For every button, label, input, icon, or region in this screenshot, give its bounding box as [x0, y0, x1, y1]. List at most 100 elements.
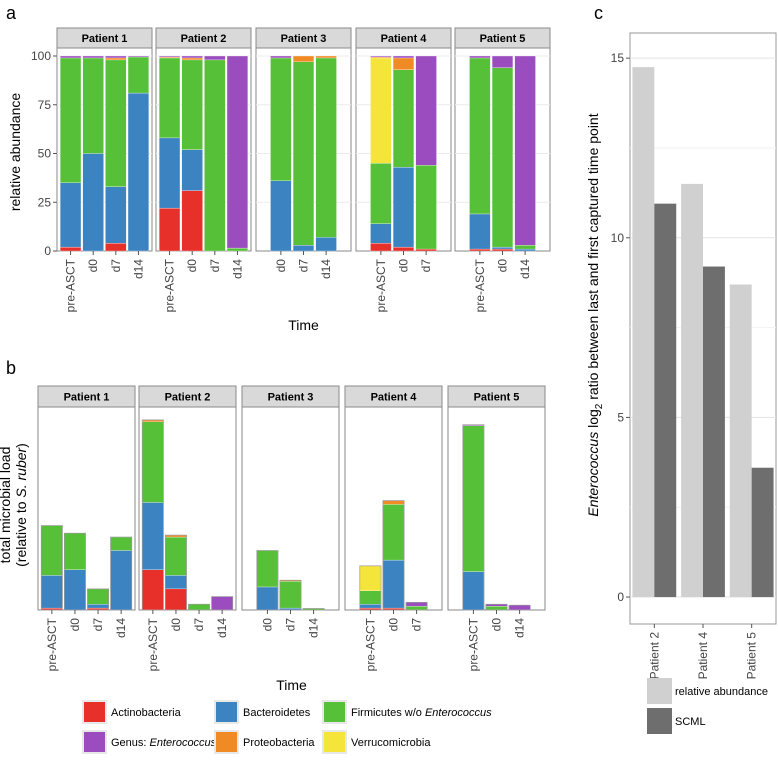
segment-bacteroidetes — [469, 213, 491, 250]
segment-bacteroidetes — [142, 502, 164, 570]
facet-patient-1: Patient 1 pre-ASCT d0 d7 d14 — [56, 27, 153, 312]
bar-pre-asct — [60, 55, 82, 252]
panel-label: c — [594, 3, 603, 23]
facet-patient-2: Patient 2 pre-ASCT d0 d7 d14 — [155, 27, 252, 312]
segment-genus-enterococcus — [491, 55, 514, 68]
x-tick-label: d0 — [86, 259, 100, 273]
segment-bacteroidetes — [270, 180, 292, 252]
x-tick-label: d0 — [274, 259, 288, 273]
legend-swatch — [84, 732, 105, 752]
segment-genus-enterococcus — [405, 602, 428, 607]
facet-patient-2: Patient 2 pre-ASCT d0 d7 d14 — [138, 385, 237, 671]
segment-bacteroidetes — [82, 153, 104, 252]
group-patient-4 — [681, 183, 725, 598]
facet-strip-label: Patient 3 — [268, 392, 314, 404]
segment-bacteroidetes — [514, 248, 536, 252]
segment-bacteroidetes — [110, 550, 132, 611]
segment-bacteroidetes — [87, 604, 109, 609]
segment-firmicutes-w-o-enterococcus — [127, 56, 149, 94]
bar-d14 — [514, 55, 536, 252]
bar-pre-asct — [370, 55, 392, 252]
bar-pre-asct — [469, 55, 491, 252]
bar-pre-asct — [40, 525, 63, 611]
x-tick-label: d7 — [91, 618, 105, 632]
y-tick-label: 0 — [617, 590, 624, 604]
segment-bacteroidetes — [181, 149, 203, 191]
segment-bacteroidetes — [491, 246, 514, 250]
bar-d7 — [87, 588, 110, 611]
bar-d0 — [382, 500, 405, 611]
x-tick-label: d7 — [192, 618, 206, 632]
panel-c-log-ratio-bars: c Patient 2 Patient 4 Patient 5 0 5 10 15 Entero… — [585, 3, 777, 680]
bar-d0 — [485, 603, 508, 611]
x-tick-label: d7 — [297, 259, 311, 273]
segment-genus-enterococcus — [127, 55, 149, 58]
segment-firmicutes-w-o-enterococcus — [405, 606, 428, 611]
legend-swatch — [216, 732, 237, 752]
x-tick-label: d0 — [185, 259, 199, 273]
x-tick-label: Patient 4 — [696, 632, 710, 680]
facet-strip-label: Patient 1 — [64, 392, 110, 404]
bar-d0 — [164, 534, 187, 611]
bar-pre-asct — [462, 424, 485, 611]
segment-firmicutes-w-o-enterococcus — [491, 67, 514, 248]
bar-scml — [751, 467, 774, 598]
legend-item-genus-enterococcus: Genus: Enterococcus — [82, 730, 217, 754]
legend-item-proteobacteria: Proteobacteria — [214, 730, 315, 754]
bar-d14 — [315, 55, 337, 252]
segment-firmicutes-w-o-enterococcus — [181, 59, 203, 150]
y-axis-title: relative abundance — [7, 93, 23, 212]
segment-firmicutes-w-o-enterococcus — [105, 59, 127, 187]
segment-genus-enterococcus — [370, 55, 392, 58]
segment-bacteroidetes — [359, 604, 382, 609]
x-tick-label: pre-ASCT — [146, 617, 160, 671]
segment-bacteroidetes — [462, 571, 485, 611]
segment-actinobacteria — [469, 248, 491, 252]
y-tick-label: 10 — [611, 231, 625, 245]
legend-swatch — [324, 732, 345, 752]
x-tick-label: d0 — [496, 259, 510, 273]
facet-patient-3: Patient 3 d0 d7 d14 — [255, 27, 352, 279]
segment-proteobacteria — [392, 57, 415, 70]
segment-bacteroidetes — [64, 569, 86, 611]
segment-actinobacteria — [165, 588, 187, 611]
segment-firmicutes-w-o-enterococcus — [188, 604, 210, 611]
segment-actinobacteria — [392, 246, 415, 252]
legend-label: Bacteroidetes — [243, 707, 311, 719]
bar-d7 — [292, 55, 315, 252]
x-tick-label: d14 — [131, 259, 145, 279]
bar-d7 — [105, 55, 127, 252]
bar-d7 — [415, 55, 437, 252]
segment-bacteroidetes — [60, 182, 82, 248]
x-tick-label: pre-ASCT — [163, 258, 177, 312]
bar-d14 — [110, 536, 133, 611]
segment-proteobacteria — [315, 55, 337, 59]
bar-relative-abundance — [632, 67, 655, 598]
segment-bacteroidetes — [165, 575, 187, 590]
legend-item-actinobacteria: Actinobacteria — [82, 700, 182, 724]
bar-d0 — [181, 55, 203, 252]
segment-actinobacteria — [491, 248, 514, 252]
segment-firmicutes-w-o-enterococcus — [110, 536, 132, 551]
segment-actinobacteria — [105, 243, 127, 252]
segment-firmicutes-w-o-enterococcus — [469, 57, 491, 215]
panel-label: a — [6, 3, 17, 23]
legend-item-verrucomicrobia: Verrucomicrobia — [322, 730, 431, 754]
segment-firmicutes-w-o-enterococcus — [359, 590, 382, 605]
x-tick-label: pre-ASCT — [64, 258, 78, 312]
x-tick-label: d14 — [307, 618, 321, 638]
segment-firmicutes-w-o-enterococcus — [87, 588, 109, 605]
segment-firmicutes-w-o-enterococcus — [514, 244, 536, 250]
legend-label: Proteobacteria — [243, 737, 315, 749]
segment-genus-enterococcus — [181, 55, 203, 59]
x-tick-label: d14 — [114, 618, 128, 638]
facet-patient-4: Patient 4 pre-ASCT d0 d7 — [355, 27, 452, 312]
panel-label: b — [6, 358, 16, 378]
segment-genus-enterococcus — [270, 55, 292, 59]
facet-strip-label: Patient 5 — [474, 392, 520, 404]
facet-strip-label: Patient 1 — [82, 33, 128, 45]
x-tick-label: d0 — [260, 618, 274, 632]
bar-d0 — [63, 532, 86, 611]
segment-bacteroidetes — [315, 237, 337, 252]
segment-firmicutes-w-o-enterococcus — [292, 61, 315, 246]
